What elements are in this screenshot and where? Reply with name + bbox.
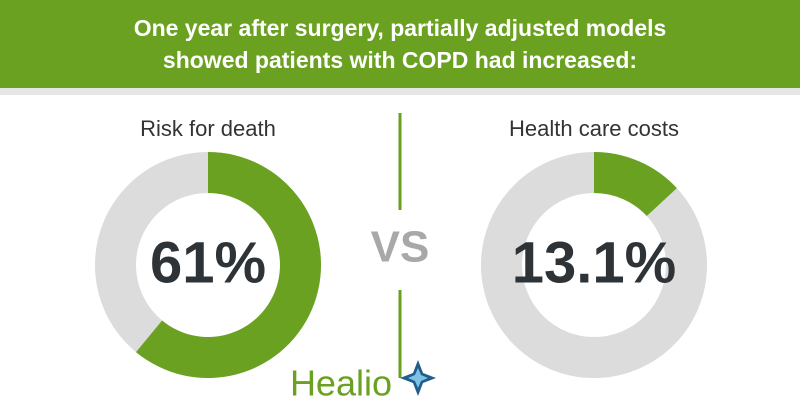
title-line: showed patients with COPD had increased: [163,47,637,73]
brand-logo: Healio [290,363,392,404]
chart-title: Health care costs [509,116,679,141]
title-line: One year after surgery, partially adjust… [134,15,667,41]
chart-title: Risk for death [140,116,276,141]
value-label: 61% [150,230,266,295]
header-underline [0,88,800,95]
star-shape [408,368,428,388]
donut-segment [135,152,321,378]
value-label: 13.1% [512,230,676,295]
brand-star [400,360,436,396]
header-band [0,0,800,88]
versus-label: VS [371,223,430,272]
donut-segment [594,152,677,217]
